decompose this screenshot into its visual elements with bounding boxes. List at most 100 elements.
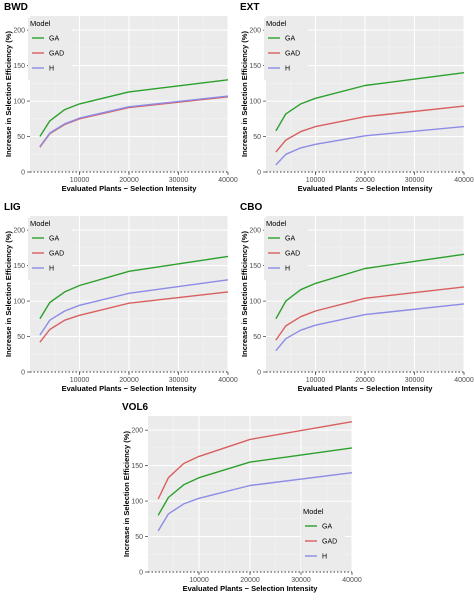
chart-title: EXT bbox=[240, 2, 259, 13]
y-tick-label: 100 bbox=[13, 299, 25, 306]
chart-title: BWD bbox=[4, 2, 28, 13]
series-line-gad bbox=[275, 105, 465, 153]
x-tick-label: 30000 bbox=[291, 577, 311, 584]
chart-panel-bwd: 10000 20000 30000 40000 0 50 100 150 200 BWD Evalu… bbox=[4, 2, 238, 193]
legend-title: Model bbox=[303, 507, 324, 516]
y-tick-label: 0 bbox=[257, 170, 261, 177]
legend-label-gad: GAD bbox=[49, 251, 64, 258]
y-tick-label: 100 bbox=[249, 299, 261, 306]
legend-background bbox=[264, 218, 308, 280]
y-axis-label: Increase in Selection Efficiency (%) bbox=[4, 231, 13, 357]
y-tick-label: 50 bbox=[253, 134, 261, 141]
series-line-gad bbox=[275, 286, 465, 341]
legend-label-h: H bbox=[49, 66, 54, 73]
chart-panel-ext: 10000 20000 30000 40000 0 50 100 150 200 EXT Evalu… bbox=[240, 2, 474, 193]
x-axis-label: Evaluated Plants − Selection Intensity bbox=[62, 184, 198, 193]
legend-label-h: H bbox=[49, 266, 54, 273]
y-tick-label: 0 bbox=[21, 370, 25, 377]
chart-title: CBO bbox=[240, 202, 262, 213]
y-axis-label: Increase in Selection Efficiency (%) bbox=[4, 31, 13, 157]
legend-title: Model bbox=[30, 19, 51, 28]
y-tick-label: 50 bbox=[253, 334, 261, 341]
x-tick-label: 40000 bbox=[454, 177, 474, 184]
chart-title: LIG bbox=[4, 202, 21, 213]
y-tick-label: 150 bbox=[249, 263, 261, 270]
x-tick-label: 10000 bbox=[306, 177, 326, 184]
y-tick-label: 150 bbox=[249, 63, 261, 70]
legend-label-h: H bbox=[285, 266, 290, 273]
y-axis-label: Increase in Selection Efficiency (%) bbox=[122, 431, 131, 557]
series-line-h bbox=[157, 472, 353, 532]
x-tick-label: 10000 bbox=[70, 377, 90, 384]
legend-label-gad: GAD bbox=[285, 51, 300, 58]
x-axis-label: Evaluated Plants − Selection Intensity bbox=[62, 384, 198, 393]
x-tick-label: 30000 bbox=[169, 377, 189, 384]
y-tick-label: 100 bbox=[131, 499, 143, 506]
legend-label-ga: GA bbox=[49, 236, 59, 243]
x-tick-label: 20000 bbox=[355, 377, 375, 384]
x-tick-label: 10000 bbox=[70, 177, 90, 184]
legend-background bbox=[264, 18, 308, 80]
legend-background bbox=[28, 218, 72, 280]
legend-label-h: H bbox=[285, 66, 290, 73]
y-tick-label: 100 bbox=[249, 99, 261, 106]
legend-label-ga: GA bbox=[49, 36, 59, 43]
x-axis-label: Evaluated Plants − Selection Intensity bbox=[298, 184, 434, 193]
chart-panel-lig: 10000 20000 30000 40000 0 50 100 150 200 LIG Evalu… bbox=[4, 202, 238, 393]
legend-label-gad: GAD bbox=[322, 539, 337, 546]
x-tick-label: 40000 bbox=[454, 377, 474, 384]
y-tick-label: 50 bbox=[17, 134, 25, 141]
series-line-gad bbox=[39, 291, 229, 343]
legend-title: Model bbox=[30, 219, 51, 228]
x-tick-label: 20000 bbox=[240, 577, 260, 584]
x-tick-label: 10000 bbox=[306, 377, 326, 384]
y-axis-label: Increase in Selection Efficiency (%) bbox=[240, 31, 249, 157]
y-tick-label: 50 bbox=[17, 334, 25, 341]
chart-panel-vol6: 10000 20000 30000 40000 0 50 100 150 200 VOL6 Eval… bbox=[122, 402, 362, 593]
y-tick-label: 0 bbox=[21, 170, 25, 177]
legend-label-ga: GA bbox=[322, 524, 332, 531]
legend-background bbox=[28, 18, 72, 80]
legend-title: Model bbox=[266, 219, 287, 228]
x-tick-label: 20000 bbox=[355, 177, 375, 184]
x-tick-label: 40000 bbox=[218, 377, 238, 384]
series-line-h bbox=[39, 95, 229, 147]
y-tick-label: 150 bbox=[131, 463, 143, 470]
y-tick-label: 200 bbox=[13, 228, 25, 235]
series-line-h bbox=[39, 279, 229, 336]
series-line-ga bbox=[275, 72, 465, 132]
series-line-ga bbox=[275, 253, 465, 320]
y-tick-label: 150 bbox=[13, 263, 25, 270]
x-tick-label: 30000 bbox=[169, 177, 189, 184]
y-tick-label: 50 bbox=[135, 534, 143, 541]
y-tick-label: 150 bbox=[13, 63, 25, 70]
legend-title: Model bbox=[266, 19, 287, 28]
legend-label-h: H bbox=[322, 554, 327, 561]
x-tick-label: 20000 bbox=[119, 177, 139, 184]
y-tick-label: 100 bbox=[13, 99, 25, 106]
series-line-ga bbox=[39, 79, 229, 137]
y-axis-label: Increase in Selection Efficiency (%) bbox=[240, 231, 249, 357]
series-line-gad bbox=[157, 421, 353, 500]
y-tick-label: 200 bbox=[249, 228, 261, 235]
x-tick-label: 20000 bbox=[119, 377, 139, 384]
legend-background bbox=[301, 506, 345, 568]
chart-title: VOL6 bbox=[122, 402, 149, 413]
y-tick-label: 0 bbox=[139, 570, 143, 577]
legend-label-ga: GA bbox=[285, 36, 295, 43]
x-tick-label: 30000 bbox=[405, 177, 425, 184]
y-tick-label: 200 bbox=[131, 428, 143, 435]
y-tick-label: 200 bbox=[249, 28, 261, 35]
series-line-ga bbox=[157, 447, 353, 516]
series-line-h bbox=[275, 303, 465, 352]
legend-label-gad: GAD bbox=[285, 251, 300, 258]
x-tick-label: 40000 bbox=[218, 177, 238, 184]
y-tick-label: 0 bbox=[257, 370, 261, 377]
x-axis-label: Evaluated Plants − Selection Intensity bbox=[183, 584, 319, 593]
chart-panel-cbo: 10000 20000 30000 40000 0 50 100 150 200 CBO Evalu… bbox=[240, 202, 474, 393]
series-line-ga bbox=[39, 255, 229, 320]
legend-label-ga: GA bbox=[285, 236, 295, 243]
y-tick-label: 200 bbox=[13, 28, 25, 35]
x-tick-label: 10000 bbox=[189, 577, 209, 584]
